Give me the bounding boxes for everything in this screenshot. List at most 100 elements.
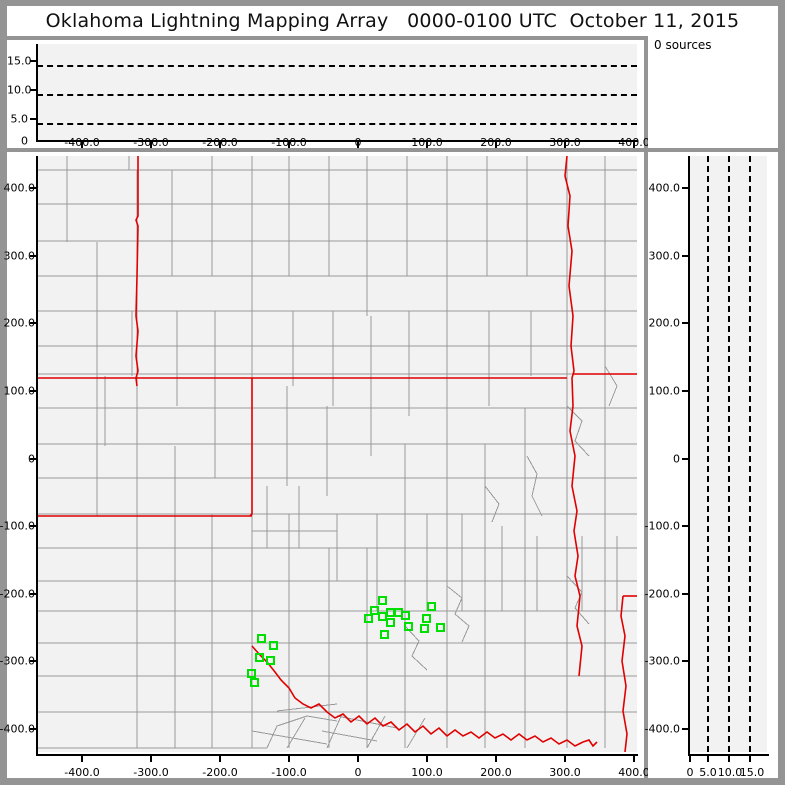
plan-view-map-panel[interactable]: 400.0 300.0 200.0 100.0 0 -100.0 -200.0 …	[0, 152, 644, 778]
map-ytick-0	[30, 458, 37, 460]
map-xtick-label-300: 300.0	[549, 766, 581, 779]
map-xtick-0	[357, 756, 359, 762]
map-xtick-200	[495, 756, 497, 762]
eh-ytick-m300	[682, 660, 689, 662]
eh-ytick-m200	[682, 593, 689, 595]
eh-ytick-0	[682, 458, 689, 460]
xtick-label-m300: -300.0	[133, 136, 169, 149]
map-ytick-label-0: 0	[28, 452, 35, 466]
map-ytick-m100	[30, 525, 37, 527]
eh-ytick-label-400: 400.0	[648, 181, 681, 195]
east-height-x-axis	[688, 754, 769, 756]
source-marker	[427, 602, 436, 611]
east-height-y-axis	[688, 156, 690, 756]
map-xtick-300	[564, 756, 566, 762]
page-title: Oklahoma Lightning Mapping Array 0000-01…	[45, 10, 740, 32]
eh-ytick-label-100: 100.0	[648, 384, 681, 398]
xtick-label-300: 300.0	[549, 136, 581, 149]
source-marker	[380, 630, 389, 639]
source-marker	[247, 669, 256, 678]
map-ytick-m300	[30, 660, 37, 662]
eh-ytick-label-m300: -300.0	[644, 654, 680, 668]
map-xtick-label-100: 100.0	[411, 766, 443, 779]
source-marker	[422, 614, 431, 623]
map-xtick-label-200: 200.0	[480, 766, 512, 779]
map-y-axis	[36, 156, 38, 756]
source-marker	[401, 611, 410, 620]
map-xtick-400	[633, 756, 635, 762]
xtick-label-0: 0	[354, 136, 362, 149]
map-xtick-label-m100: -100.0	[271, 766, 307, 779]
map-xtick-m300	[150, 756, 152, 762]
source-marker	[386, 618, 395, 627]
eh-xtick-label-15: 15.0	[739, 766, 765, 779]
eh-xtick-5	[707, 756, 709, 762]
eh-xtick-label-5: 5.0	[699, 766, 717, 779]
map-ytick-300	[30, 255, 37, 257]
gridline-15	[37, 65, 637, 67]
eh-ytick-300	[682, 255, 689, 257]
eh-ytick-label-0: 0	[673, 452, 680, 466]
eh-ytick-400	[682, 187, 689, 189]
eh-ytick-label-m100: -100.0	[644, 519, 680, 533]
map-x-axis	[36, 754, 638, 756]
map-xtick-m100	[288, 756, 290, 762]
source-marker	[255, 653, 264, 662]
map-ytick-label-100: 100.0	[3, 384, 36, 398]
eh-ytick-label-m400: -400.0	[644, 722, 680, 736]
status-sources-count: 0 sources	[654, 38, 712, 52]
time-height-x-axis	[36, 140, 638, 142]
ytick-10	[30, 89, 37, 91]
xtick-400	[633, 142, 635, 148]
eh-ytick-100	[682, 390, 689, 392]
map-xtick-label-m400: -400.0	[64, 766, 100, 779]
map-xtick-label-400: 400.0	[618, 766, 650, 779]
map-xtick-m400	[81, 756, 83, 762]
eh-ytick-label-300: 300.0	[648, 249, 681, 263]
xtick-label-m400: -400.0	[64, 136, 100, 149]
gridline-10	[728, 156, 730, 752]
eh-xtick-label-0: 0	[686, 766, 694, 779]
xtick-m100	[288, 142, 290, 148]
source-marker	[436, 623, 445, 632]
xtick-label-m100: -100.0	[271, 136, 307, 149]
map-xtick-label-m200: -200.0	[202, 766, 238, 779]
ytick-5	[30, 118, 37, 120]
map-xtick-label-0: 0	[354, 766, 362, 779]
xtick-200	[495, 142, 497, 148]
time-height-y-axis	[36, 44, 38, 142]
east-height-plot-area[interactable]	[689, 156, 767, 752]
ytick-15	[30, 60, 37, 62]
source-marker	[378, 596, 387, 605]
xtick-300	[564, 142, 566, 148]
gridline-15	[749, 156, 751, 752]
map-xtick-label-m300: -300.0	[133, 766, 169, 779]
xtick-0	[357, 142, 359, 148]
eh-xtick-10	[728, 756, 730, 762]
eh-xtick-0	[689, 756, 691, 762]
eh-xtick-label-10: 10.0	[717, 766, 743, 779]
source-marker	[404, 622, 413, 631]
map-ytick-m400	[30, 728, 37, 730]
eh-ytick-m100	[682, 525, 689, 527]
map-ytick-400	[30, 187, 37, 189]
map-ytick-label-m100: -100.0	[0, 519, 35, 533]
map-ytick-label-m400: -400.0	[0, 722, 35, 736]
map-geography	[37, 156, 637, 752]
source-marker	[257, 634, 266, 643]
eh-ytick-200	[682, 322, 689, 324]
time-height-panel[interactable]: 15.0 10.0 5.0 0	[7, 40, 644, 148]
eh-xtick-15	[749, 756, 751, 762]
source-marker	[420, 624, 429, 633]
east-height-panel[interactable]: 400.0 300.0 200.0 100.0 0 -100.0 -200.0 …	[645, 152, 778, 778]
eh-ytick-label-m200: -200.0	[644, 587, 680, 601]
xtick-100	[426, 142, 428, 148]
sources-panel[interactable]: 0 sources	[648, 33, 778, 148]
map-ytick-label-400: 400.0	[3, 181, 36, 195]
map-plot-area[interactable]	[37, 156, 637, 752]
xtick-m200	[219, 142, 221, 148]
map-ytick-100	[30, 390, 37, 392]
time-height-plot-area[interactable]	[37, 44, 637, 141]
map-xtick-100	[426, 756, 428, 762]
map-ytick-200	[30, 322, 37, 324]
